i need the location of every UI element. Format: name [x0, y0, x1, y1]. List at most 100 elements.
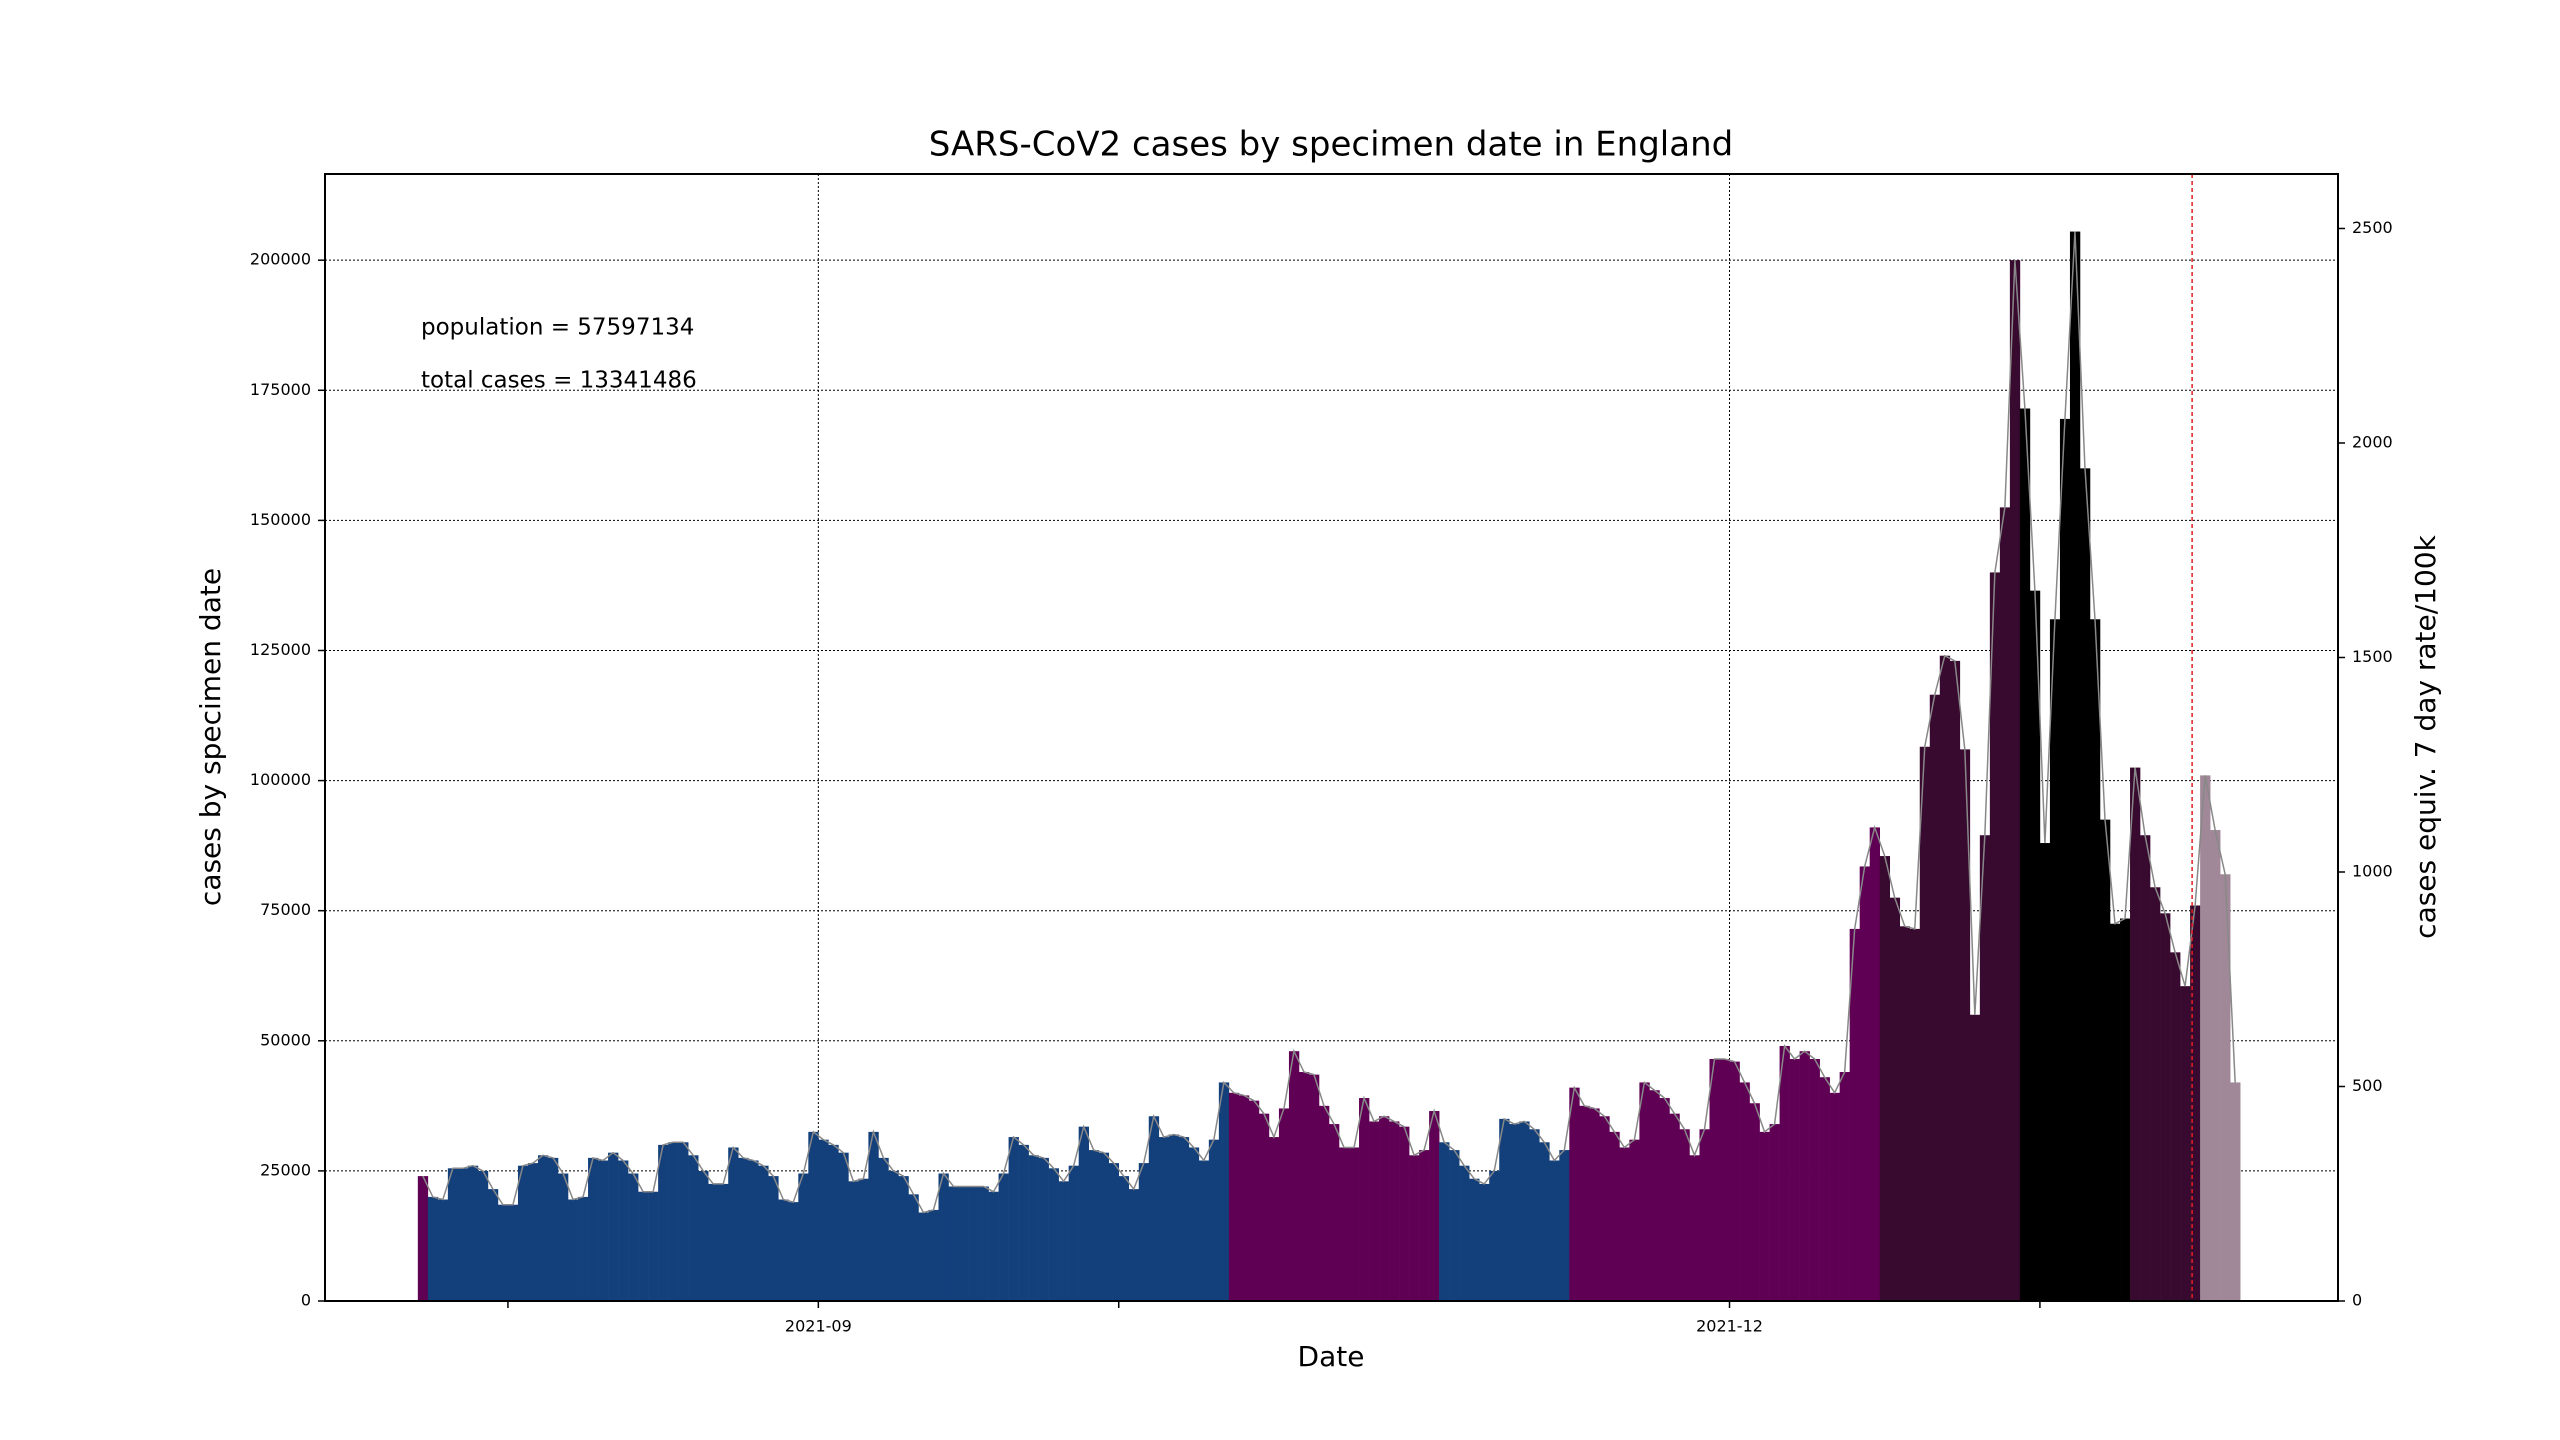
bar	[898, 1176, 909, 1301]
bar	[2220, 874, 2231, 1301]
bar	[948, 1186, 959, 1301]
bar	[477, 1170, 489, 1301]
bar	[1529, 1129, 1540, 1301]
bar	[1439, 1142, 1450, 1301]
bar	[1449, 1150, 1460, 1301]
bar	[958, 1186, 969, 1301]
bar	[437, 1199, 449, 1301]
bar	[1679, 1129, 1690, 1301]
bar	[1569, 1087, 1580, 1301]
bar	[1369, 1121, 1380, 1301]
y2-tick-label: 2000	[2352, 432, 2393, 451]
bar	[1989, 572, 2001, 1301]
bar	[2029, 590, 2041, 1301]
bar	[1839, 1072, 1850, 1301]
bar	[1168, 1134, 1180, 1301]
y2-tick-label: 500	[2352, 1076, 2383, 1095]
bar	[1879, 856, 1891, 1301]
bar	[1619, 1147, 1630, 1301]
y-tick-label: 75000	[260, 900, 311, 919]
bar	[537, 1155, 549, 1301]
bar	[2140, 835, 2151, 1301]
y2-axis-label: cases equiv. 7 day rate/100k	[2409, 534, 2442, 938]
bar	[1689, 1155, 1700, 1301]
bar	[1719, 1059, 1730, 1301]
y-tick-label: 0	[301, 1291, 311, 1310]
bar	[1469, 1178, 1480, 1301]
bar	[1178, 1137, 1190, 1301]
bar	[838, 1152, 849, 1301]
bar	[698, 1170, 709, 1301]
bar	[2230, 1082, 2241, 1301]
y2-tick-label: 1500	[2352, 647, 2393, 666]
bar	[848, 1181, 859, 1301]
bar	[1318, 1105, 1330, 1301]
bar	[1148, 1116, 1160, 1301]
bar	[1429, 1111, 1440, 1301]
bar	[808, 1131, 819, 1301]
bar	[457, 1168, 469, 1301]
bar	[978, 1186, 989, 1301]
bar	[1759, 1131, 1770, 1301]
bar	[618, 1160, 629, 1301]
bar	[758, 1165, 769, 1301]
bar	[1008, 1137, 1019, 1301]
bar	[1228, 1092, 1240, 1301]
y-tick-label: 50000	[260, 1030, 311, 1049]
bar	[1699, 1129, 1710, 1301]
bar	[2210, 830, 2221, 1301]
bar	[517, 1165, 529, 1301]
bar	[1919, 746, 1931, 1301]
bar	[2069, 231, 2081, 1301]
y-tick-label: 175000	[250, 380, 311, 399]
bar	[658, 1144, 669, 1301]
bar	[1068, 1165, 1079, 1301]
plot-frame	[324, 173, 2339, 1302]
bar	[998, 1173, 1009, 1301]
bar	[2110, 923, 2121, 1301]
bar	[718, 1183, 729, 1301]
bar	[527, 1163, 539, 1301]
bar	[648, 1191, 659, 1301]
bar	[778, 1199, 789, 1301]
annotation: total cases = 13341486	[421, 368, 697, 394]
bar	[1188, 1147, 1200, 1301]
bar	[1128, 1189, 1140, 1301]
bar	[1669, 1113, 1680, 1301]
bar	[678, 1142, 689, 1301]
bar	[1088, 1150, 1099, 1301]
bar	[688, 1155, 699, 1301]
bar	[2180, 986, 2191, 1301]
bar	[1048, 1168, 1059, 1301]
annotation: population = 57597134	[421, 315, 694, 341]
bar	[908, 1194, 919, 1301]
bar	[1609, 1131, 1620, 1301]
bar	[547, 1157, 559, 1301]
bar	[1909, 928, 1921, 1301]
bar	[1489, 1170, 1500, 1301]
bar	[1268, 1137, 1280, 1301]
x-tick-label: 2021-12	[1696, 1317, 1763, 1336]
bar	[788, 1202, 799, 1301]
bar	[1499, 1118, 1510, 1301]
bar	[1739, 1082, 1750, 1301]
bar	[487, 1189, 499, 1301]
bar	[1749, 1103, 1760, 1301]
bar	[558, 1173, 569, 1301]
bar	[1649, 1090, 1660, 1301]
bar	[1799, 1051, 1810, 1301]
bar	[1959, 749, 1971, 1301]
bar	[1929, 694, 1941, 1301]
bar	[1939, 655, 1951, 1301]
bar	[1829, 1092, 1840, 1301]
bar	[578, 1196, 589, 1301]
bar	[1158, 1137, 1170, 1301]
bar	[1198, 1160, 1210, 1301]
bar	[1819, 1077, 1830, 1301]
bar	[1288, 1051, 1300, 1301]
y2-tick-label: 0	[2352, 1291, 2362, 1310]
bar	[1298, 1072, 1310, 1301]
bar	[1278, 1108, 1290, 1301]
bar	[668, 1142, 679, 1301]
value-line	[422, 231, 2236, 1214]
